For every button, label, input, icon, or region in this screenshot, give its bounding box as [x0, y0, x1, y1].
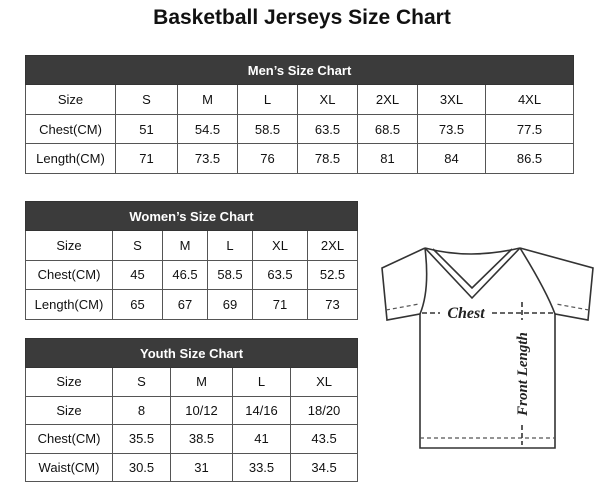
table-title: Women’s Size Chart	[25, 201, 358, 231]
cell: 67	[162, 289, 208, 320]
cell: 73	[307, 289, 358, 320]
cell: 35.5	[112, 424, 171, 454]
chest-label: Chest	[447, 305, 485, 322]
cell: 84	[417, 143, 486, 175]
cell: 63.5	[252, 259, 308, 290]
cell: 46.5	[162, 259, 208, 290]
cell: 31	[170, 452, 233, 482]
cell: M	[170, 367, 233, 397]
cell: 41	[232, 424, 291, 454]
cell: M	[177, 84, 238, 115]
table-row: Waist(CM) 30.5 31 33.5 34.5	[25, 452, 359, 482]
row-label: Waist(CM)	[25, 452, 113, 482]
table-row: Chest(CM) 35.5 38.5 41 43.5	[25, 424, 359, 454]
shirt-diagram: Chest Front Length	[381, 247, 594, 449]
cell: 77.5	[484, 113, 575, 145]
cell: 73.5	[417, 113, 486, 145]
cell: L	[207, 230, 253, 261]
cell: S	[115, 84, 178, 115]
cell: 8	[112, 395, 171, 425]
cell: 33.5	[232, 452, 291, 482]
page-title: Basketball Jerseys Size Chart	[153, 6, 451, 29]
cell: 4XL	[484, 84, 575, 115]
cell: 34.5	[289, 452, 359, 482]
cell: L	[237, 84, 298, 115]
cell: L	[232, 367, 291, 397]
row-label: Size	[25, 395, 113, 425]
cell: 81	[357, 143, 418, 175]
cell: 2XL	[307, 230, 358, 261]
length-label: Front Length	[515, 332, 531, 417]
row-label: Chest(CM)	[25, 424, 113, 454]
table-title: Men’s Size Chart	[24, 55, 575, 85]
cell: 38.5	[170, 424, 233, 454]
cell: 69	[207, 289, 253, 320]
cell: 71	[115, 143, 178, 175]
cell: 18/20	[289, 395, 359, 425]
cell: 30.5	[112, 452, 171, 482]
cell: 58.5	[237, 113, 298, 145]
shirt-outline	[381, 247, 594, 449]
row-label: Size	[25, 230, 113, 261]
size-table: Women’s Size Chart Size S M L XL 2XL Chest(CM) 4…	[25, 201, 358, 320]
row-label: Length(CM)	[25, 143, 116, 175]
row-label: Size	[25, 367, 113, 397]
cell: 2XL	[357, 84, 418, 115]
cell: 3XL	[417, 84, 486, 115]
cell: XL	[289, 367, 359, 397]
cell: 51	[115, 113, 178, 145]
cell: 65	[112, 289, 163, 320]
table-row: Chest(CM) 45 46.5 58.5 63.5 52.5	[25, 259, 358, 290]
cell: 78.5	[297, 143, 358, 175]
table-row: Size 8 10/12 14/16 18/20	[25, 395, 359, 425]
row-label: Size	[25, 84, 116, 115]
cell: 86.5	[484, 143, 575, 175]
cell: XL	[252, 230, 308, 261]
table-row: Length(CM) 65 67 69 71 73	[25, 289, 358, 320]
cell: 14/16	[232, 395, 291, 425]
cell: M	[162, 230, 208, 261]
cell: 68.5	[357, 113, 418, 145]
measure-lines	[422, 302, 553, 445]
cell: 52.5	[307, 259, 358, 290]
cell: XL	[297, 84, 358, 115]
cell: 43.5	[289, 424, 359, 454]
cell: 73.5	[177, 143, 238, 175]
size-table: Men’s Size Chart Size S M L XL 2XL 3XL 4XL Chest(…	[24, 55, 575, 175]
size-table: Youth Size Chart Size S M L XL Size 8 10/12 14/16…	[24, 338, 359, 482]
table-row: Size S M L XL	[25, 367, 359, 397]
row-label: Chest(CM)	[25, 113, 116, 145]
row-label: Length(CM)	[25, 289, 113, 320]
cell: 10/12	[170, 395, 233, 425]
table-title: Youth Size Chart	[24, 338, 359, 368]
cell: S	[112, 367, 171, 397]
cell: 58.5	[207, 259, 253, 290]
row-label: Chest(CM)	[25, 259, 113, 290]
table-row: Length(CM) 71 73.5 76 78.5 81 84 86.5	[25, 143, 575, 175]
cell: 45	[112, 259, 163, 290]
cell: 54.5	[177, 113, 238, 145]
cell: 71	[252, 289, 308, 320]
table-row: Chest(CM) 51 54.5 58.5 63.5 68.5 73.5 77.5	[25, 113, 575, 145]
table-row: Size S M L XL 2XL 3XL 4XL	[25, 84, 575, 115]
cell: 76	[237, 143, 298, 175]
cell: 63.5	[297, 113, 358, 145]
cell: S	[112, 230, 163, 261]
table-row: Size S M L XL 2XL	[25, 230, 358, 261]
stitching	[385, 303, 590, 439]
